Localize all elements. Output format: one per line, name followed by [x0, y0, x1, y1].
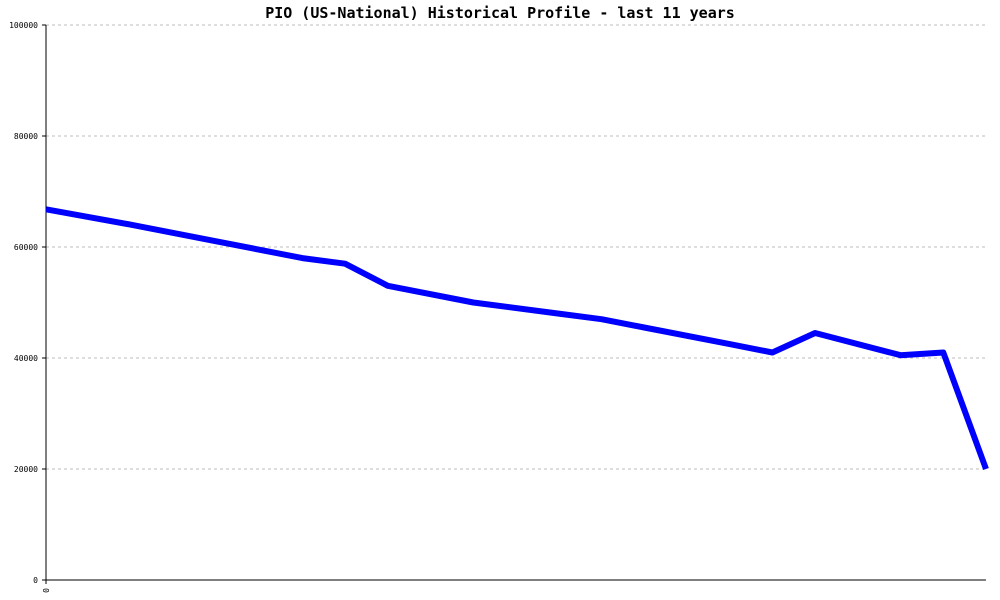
chart-title: PIO (US-National) Historical Profile - l…	[265, 4, 735, 22]
grid-layer	[46, 24, 986, 470]
series-line	[45, 206, 989, 471]
x-tick-label: 0	[42, 588, 51, 593]
y-tick-label: 0	[33, 576, 38, 585]
y-tick-label: 40000	[14, 354, 38, 363]
y-tick-label: 100000	[9, 21, 38, 30]
y-tick-label: 20000	[14, 465, 38, 474]
tick-labels: 0 20000 40000 60000 80000 100000 0	[9, 21, 51, 593]
series-layer	[45, 206, 989, 471]
y-tick-label: 60000	[14, 243, 38, 252]
axis-layer	[42, 24, 986, 584]
y-tick-label: 80000	[14, 132, 38, 141]
